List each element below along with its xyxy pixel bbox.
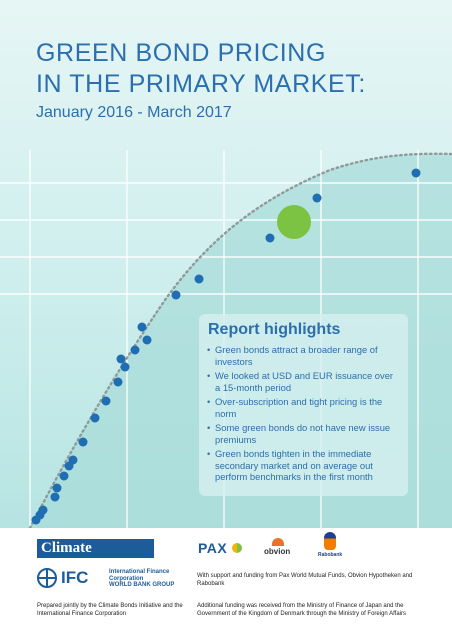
ifc-logo: IFC International Finance Corporation WO… <box>37 568 174 590</box>
scatter-dot <box>38 505 48 515</box>
highlights-heading: Report highlights <box>208 321 341 338</box>
ifc-logo-subtitle: International Finance Corporation WORLD … <box>109 569 199 589</box>
highlight-item: Green bonds attract a broader range of i… <box>207 344 400 367</box>
ifc-subtitle-text: International Finance Corporation <box>109 569 170 582</box>
additional-funding-note: Additional funding was received from the… <box>197 603 406 617</box>
highlight-dot <box>277 205 311 239</box>
climate-bonds-logo-sup: INITIATIVE <box>83 565 108 570</box>
cover-area: GREEN BOND PRICING IN THE PRIMARY MARKET… <box>0 0 452 528</box>
highlight-item: Over-subscription and tight pricing is t… <box>207 396 400 419</box>
title-line-1: GREEN BOND PRICING <box>36 39 326 67</box>
support-note: With support and funding from Pax World … <box>197 573 413 587</box>
globe-icon <box>37 568 57 588</box>
prepared-note: Prepared jointly by the Climate Bonds In… <box>37 603 183 617</box>
scatter-dot <box>116 354 126 364</box>
scatter-dot <box>142 335 152 345</box>
scatter-dot <box>137 322 147 332</box>
scatter-dot <box>68 455 78 465</box>
scatter-dot <box>113 377 123 387</box>
obvion-mark-icon <box>272 538 284 546</box>
scatter-dot <box>50 492 60 502</box>
scatter-dot <box>411 168 421 178</box>
footer: Climate Bonds INITIATIVE IFC Internationa… <box>0 528 452 640</box>
ifc-group-text: WORLD BANK GROUP <box>109 582 175 588</box>
rabobank-logo-text: Rabobank <box>318 552 343 558</box>
scatter-dot <box>59 471 69 481</box>
climate-bonds-logo: Climate Bonds INITIATIVE <box>37 539 154 575</box>
obvion-logo-text: obvion <box>264 547 291 556</box>
rabobank-logo: Rabobank <box>318 530 344 562</box>
ifc-logo-text: IFC <box>61 568 89 587</box>
scatter-dot <box>52 483 62 493</box>
scatter-dot <box>78 437 88 447</box>
pax-logo: PAX <box>198 540 246 562</box>
report-highlights-box: Report highlights Green bonds attract a … <box>199 314 408 496</box>
pax-dot-icon <box>232 543 242 553</box>
highlight-item: Some green bonds do not have new issue p… <box>207 422 400 445</box>
scatter-dot <box>101 396 111 406</box>
trend-curve <box>28 152 452 528</box>
scatter-dot <box>171 290 181 300</box>
scatter-dot <box>130 345 140 355</box>
subtitle: January 2016 - March 2017 <box>36 104 232 121</box>
highlight-item: We looked at USD and EUR issuance over a… <box>207 370 400 393</box>
scatter-dot <box>120 362 130 372</box>
title-block: GREEN BOND PRICING IN THE PRIMARY MARKET… <box>36 38 366 122</box>
obvion-logo: obvion <box>264 538 300 564</box>
scatter-dot <box>312 193 322 203</box>
pax-logo-text: PAX <box>198 540 228 556</box>
scatter-dot <box>90 413 100 423</box>
highlight-item: Green bonds tighten in the immediate sec… <box>207 448 400 483</box>
rabobank-mark-icon <box>324 532 336 550</box>
scatter-dot <box>265 233 275 243</box>
title-line-2: IN THE PRIMARY MARKET: <box>36 70 366 98</box>
highlights-list: Green bonds attract a broader range of i… <box>207 344 400 483</box>
scatter-dot <box>194 274 204 284</box>
